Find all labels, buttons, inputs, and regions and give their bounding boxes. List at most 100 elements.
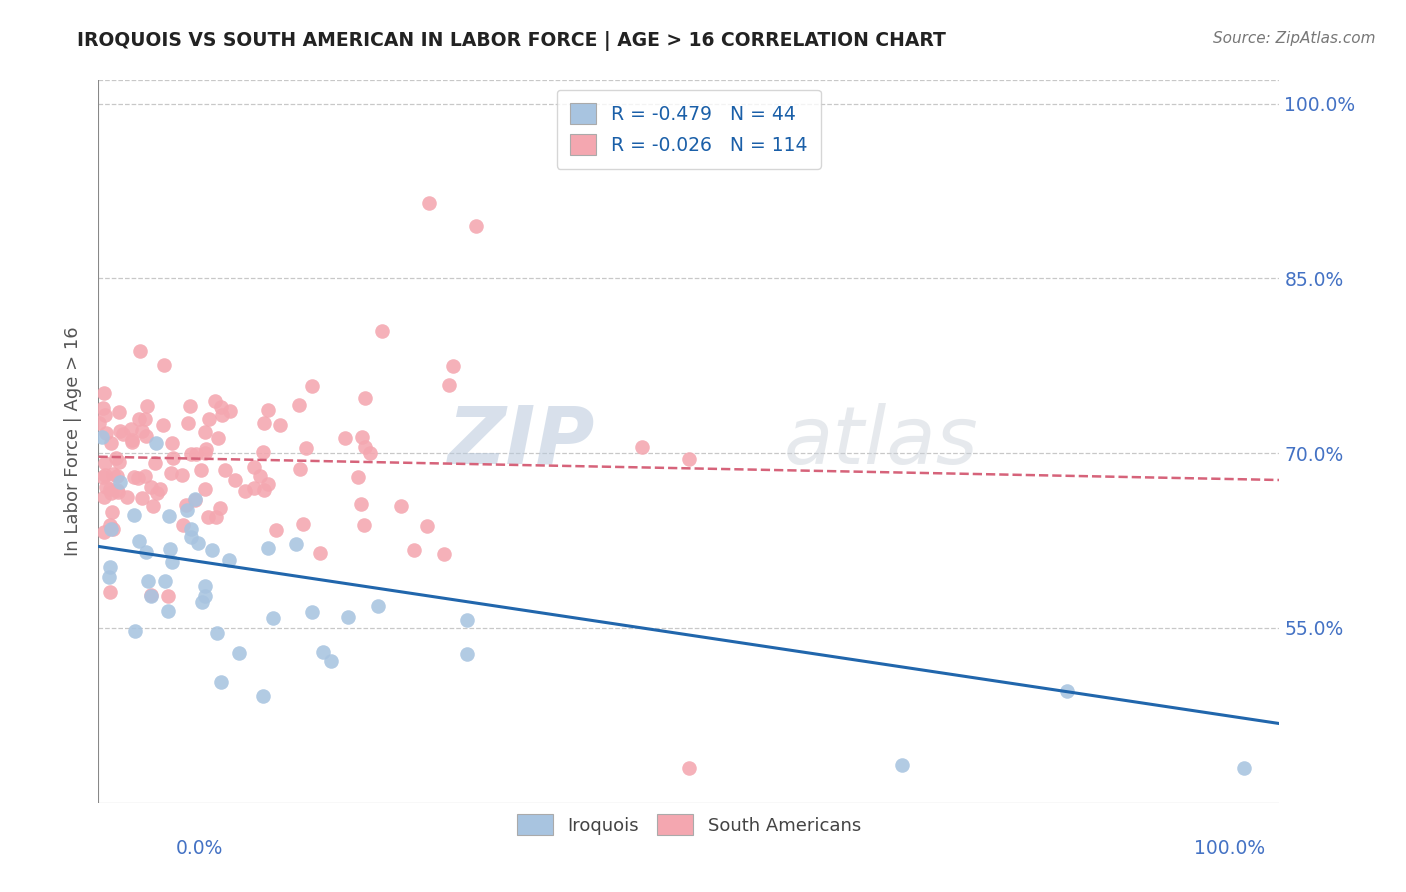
Point: [162, 450, 184, 465]
Point: [371, 324, 394, 338]
Point: [207, 432, 229, 446]
Point: [134, 468, 156, 483]
Text: IROQUOIS VS SOUTH AMERICAN IN LABOR FORCE | AGE > 16 CORRELATION CHART: IROQUOIS VS SOUTH AMERICAN IN LABOR FORC…: [77, 31, 946, 51]
Point: [103, 522, 125, 536]
Point: [172, 468, 194, 483]
Point: [209, 675, 232, 690]
Point: [209, 400, 232, 414]
Point: [121, 435, 143, 450]
Point: [194, 589, 217, 603]
Point: [292, 516, 315, 531]
Point: [389, 499, 412, 513]
Point: [142, 499, 165, 513]
Point: [120, 422, 142, 436]
Point: [354, 441, 377, 455]
Point: [288, 398, 311, 412]
Point: [105, 468, 128, 483]
Point: [418, 195, 440, 210]
Point: [269, 417, 291, 432]
Point: [456, 648, 478, 662]
Point: [100, 435, 122, 450]
Point: [890, 758, 912, 772]
Point: [253, 483, 276, 497]
Point: [94, 468, 117, 483]
Point: [98, 517, 121, 532]
Point: [108, 405, 131, 419]
Point: [301, 379, 323, 393]
Point: [252, 689, 274, 703]
Point: [262, 611, 284, 625]
Point: [107, 485, 129, 500]
Point: [197, 509, 219, 524]
Point: [91, 401, 114, 416]
Point: [141, 480, 163, 494]
Point: [354, 391, 377, 405]
Point: [335, 431, 357, 445]
Point: [337, 610, 360, 624]
Point: [184, 492, 207, 507]
Point: [145, 486, 167, 500]
Point: [105, 483, 128, 498]
Point: [359, 446, 381, 460]
Legend: Iroquois, South Americans: Iroquois, South Americans: [508, 805, 870, 845]
Point: [312, 645, 335, 659]
Point: [108, 455, 131, 469]
Point: [257, 477, 280, 491]
Point: [180, 447, 202, 461]
Point: [353, 518, 375, 533]
Point: [242, 481, 264, 495]
Point: [121, 434, 143, 448]
Point: [209, 500, 232, 515]
Point: [98, 559, 121, 574]
Point: [288, 461, 311, 475]
Point: [214, 463, 236, 477]
Point: [465, 219, 488, 233]
Point: [97, 570, 120, 584]
Point: [124, 624, 146, 638]
Point: [152, 358, 174, 372]
Point: [416, 519, 439, 533]
Point: [180, 530, 202, 544]
Point: [122, 470, 145, 484]
Point: [184, 447, 207, 461]
Point: [136, 399, 159, 413]
Point: [91, 430, 114, 444]
Point: [176, 416, 198, 430]
Point: [94, 480, 117, 494]
Point: [159, 509, 181, 524]
Point: [235, 484, 257, 499]
Point: [301, 606, 323, 620]
Point: [194, 425, 217, 439]
Point: [678, 452, 700, 467]
Point: [93, 524, 115, 539]
Point: [1056, 683, 1078, 698]
Point: [630, 441, 652, 455]
Point: [172, 517, 194, 532]
Point: [252, 445, 274, 459]
Point: [131, 491, 153, 505]
Point: [211, 408, 233, 422]
Point: [104, 450, 127, 465]
Point: [136, 574, 159, 589]
Point: [94, 456, 117, 470]
Point: [176, 502, 198, 516]
Point: [174, 498, 197, 512]
Point: [180, 522, 202, 536]
Point: [134, 412, 156, 426]
Point: [347, 470, 370, 484]
Point: [129, 343, 152, 358]
Text: ZIP: ZIP: [447, 402, 595, 481]
Point: [257, 541, 280, 555]
Point: [98, 585, 121, 599]
Point: [264, 523, 287, 537]
Point: [145, 436, 167, 450]
Point: [190, 463, 212, 477]
Text: 0.0%: 0.0%: [176, 839, 224, 858]
Point: [139, 587, 162, 601]
Text: 100.0%: 100.0%: [1194, 839, 1265, 858]
Point: [253, 416, 276, 430]
Point: [256, 403, 278, 417]
Point: [404, 543, 426, 558]
Point: [157, 604, 180, 618]
Point: [100, 486, 122, 500]
